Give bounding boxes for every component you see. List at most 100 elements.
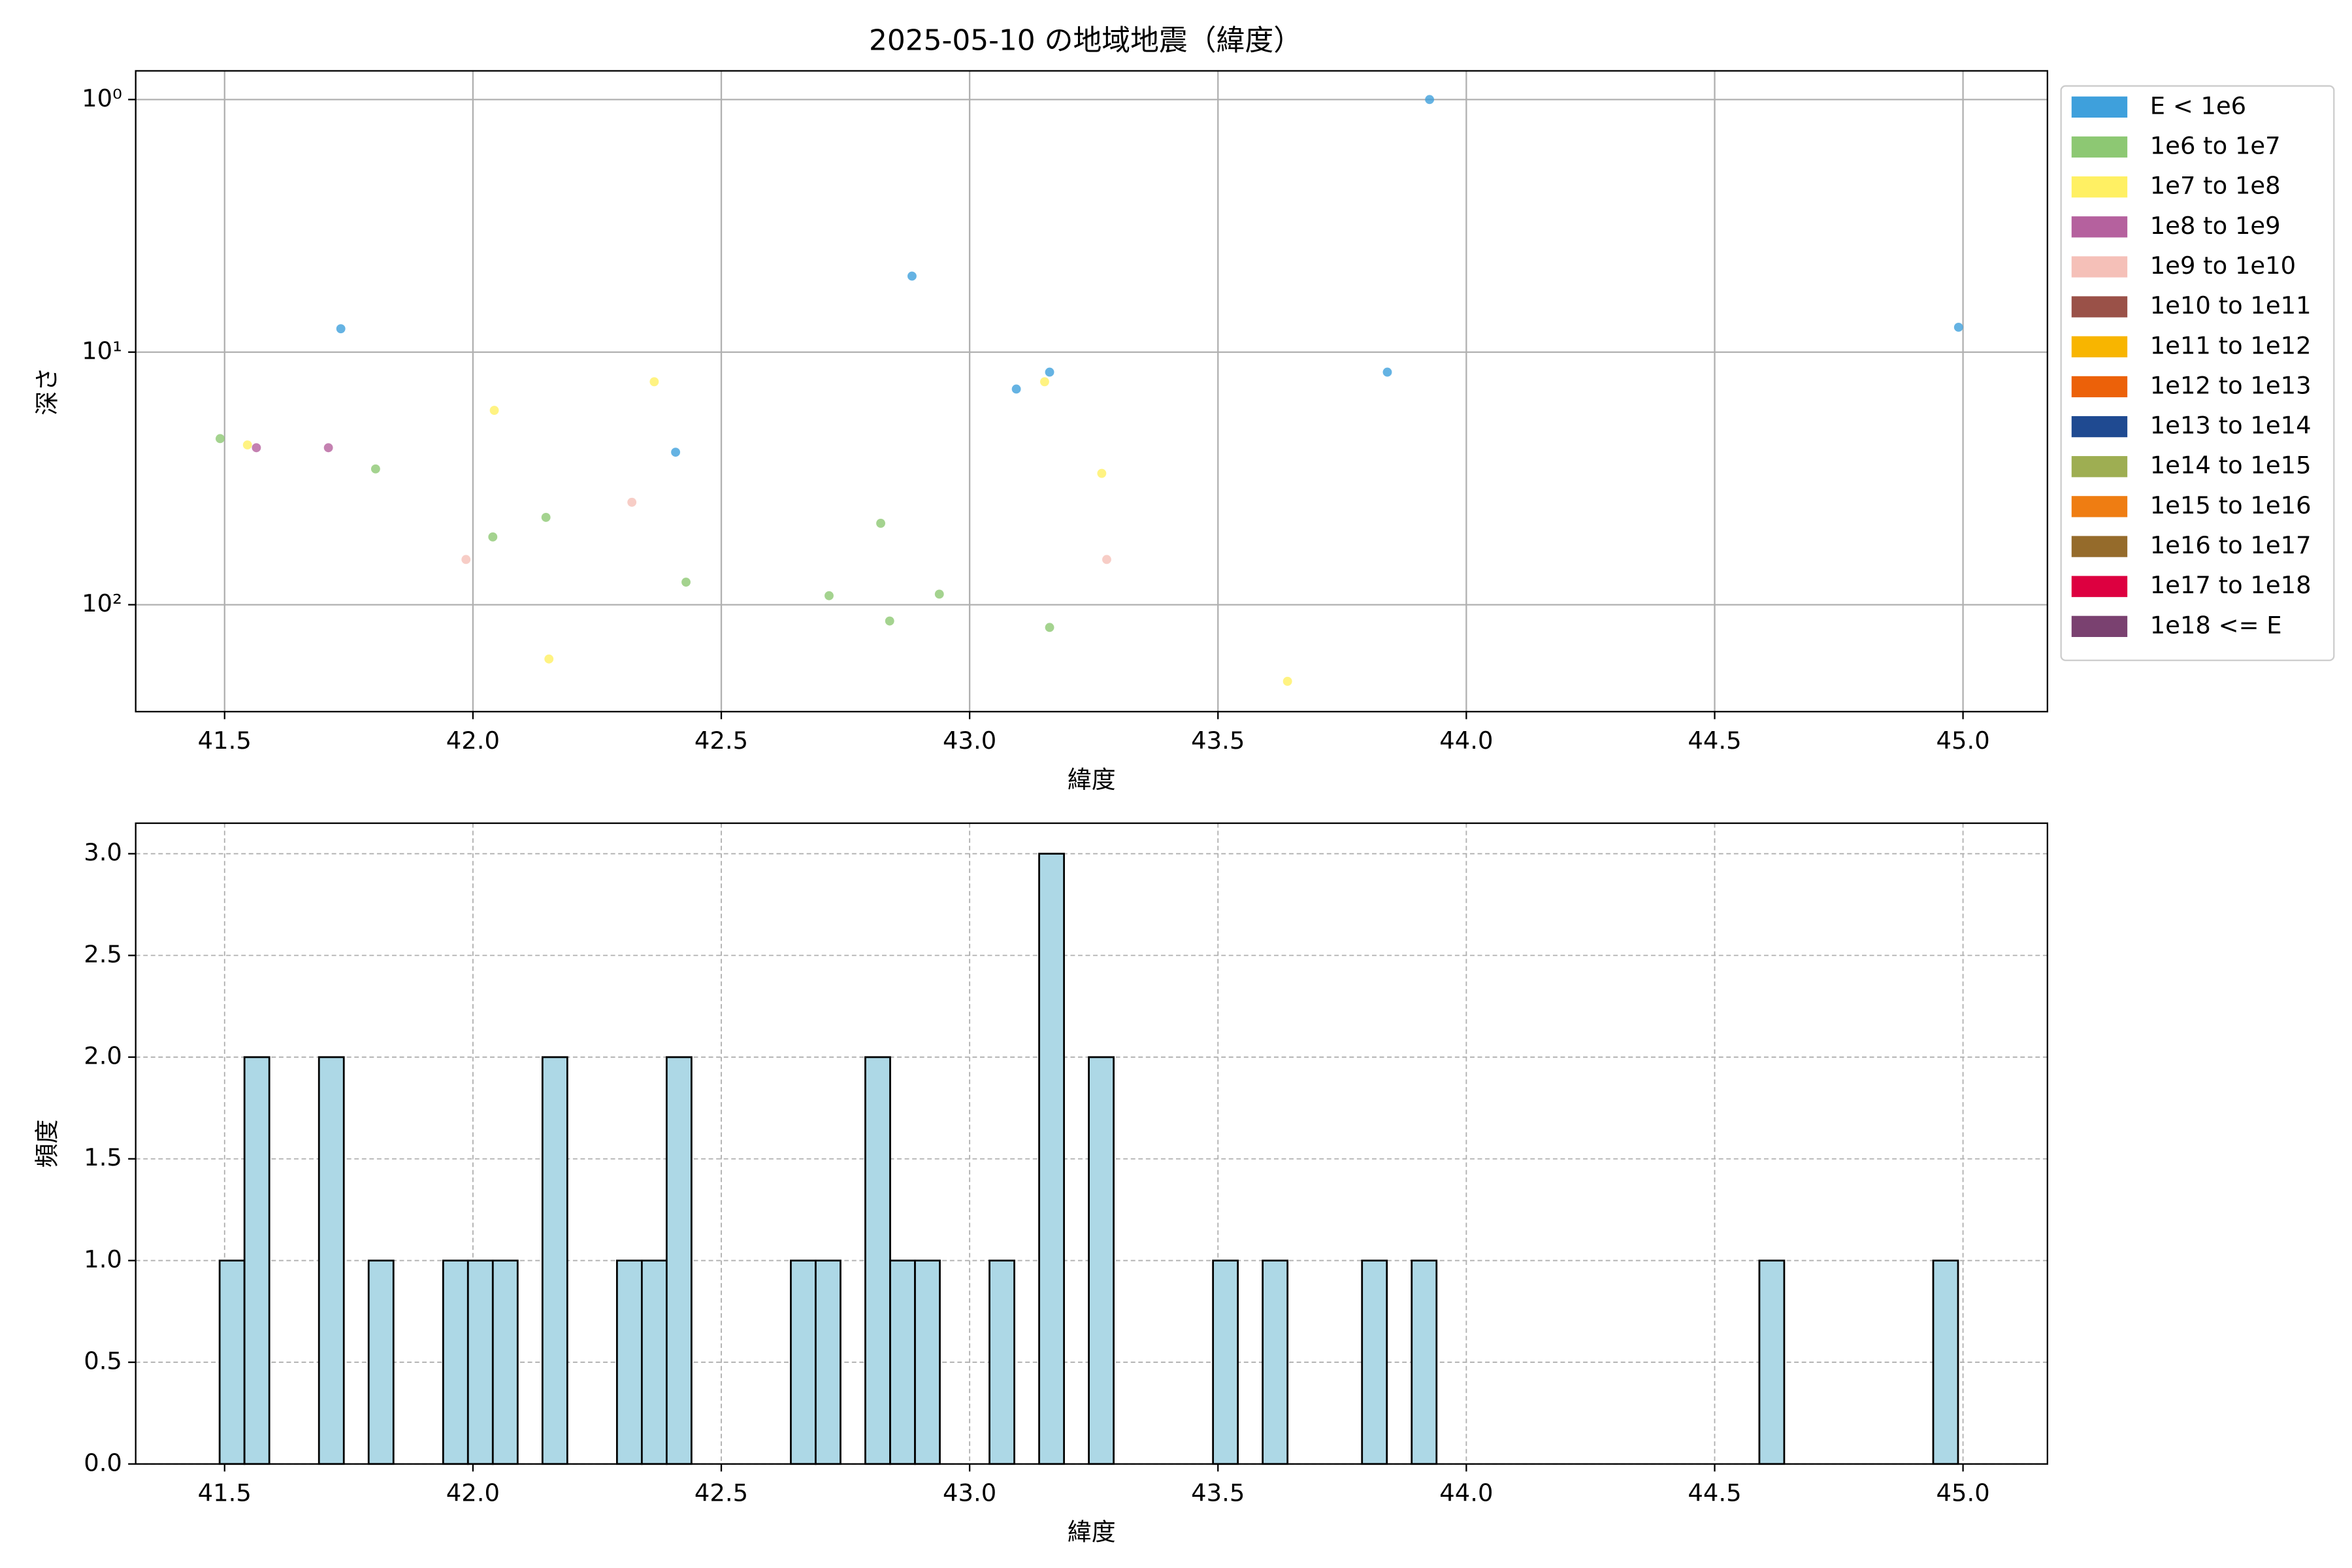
x-tick-label: 42.5 — [694, 727, 748, 755]
legend-swatch — [2071, 615, 2128, 637]
scatter-point — [216, 434, 225, 444]
scatter-point — [544, 654, 554, 664]
scatter-point — [825, 591, 834, 600]
histogram-bar — [218, 1260, 246, 1465]
histogram-bar — [491, 1260, 519, 1465]
histogram-bar — [1361, 1260, 1388, 1465]
scatter-point — [1097, 468, 1107, 478]
legend-label: 1e17 to 1e18 — [2150, 571, 2311, 599]
legend-label: 1e6 to 1e7 — [2150, 132, 2281, 160]
y-tick-label: 10¹ — [82, 336, 122, 365]
scatter-point — [876, 519, 885, 528]
legend-swatch — [2071, 176, 2128, 198]
x-tick-label: 44.5 — [1688, 1478, 1741, 1507]
histogram-bar — [243, 1056, 270, 1465]
histogram-bar — [1038, 853, 1065, 1465]
scatter-point — [370, 464, 380, 474]
scatter-point — [488, 532, 498, 542]
histogram-bar — [889, 1260, 916, 1465]
scatter-point — [1102, 555, 1111, 564]
legend-label: 1e11 to 1e12 — [2150, 331, 2311, 359]
x-tick-label: 44.5 — [1688, 727, 1741, 755]
legend-swatch — [2071, 296, 2128, 318]
x-tick-label: 43.0 — [943, 1478, 996, 1507]
y-tick-label: 0.0 — [84, 1448, 122, 1477]
histogram-bar — [466, 1260, 494, 1465]
histogram-bar — [1411, 1260, 1438, 1465]
histogram-bar — [640, 1260, 668, 1465]
scatter-point — [461, 555, 471, 564]
x-tick-label: 45.0 — [1936, 1478, 1990, 1507]
scatter-point — [323, 443, 333, 453]
x-tick-label: 43.5 — [1191, 727, 1245, 755]
scatter-point — [242, 440, 252, 449]
x-tick-label: 42.0 — [446, 1478, 500, 1507]
chart-title: 2025-05-10 の地域地震（緯度） — [869, 24, 1302, 57]
legend-label: 1e16 to 1e17 — [2150, 531, 2311, 559]
y-tick-label: 10⁰ — [82, 84, 122, 112]
legend-label: 1e10 to 1e11 — [2150, 291, 2311, 319]
scatter-point — [649, 377, 659, 387]
legend-swatch — [2071, 256, 2128, 278]
x-tick-label: 44.0 — [1439, 1478, 1493, 1507]
histogram-bar — [864, 1056, 891, 1465]
legend-label: 1e14 to 1e15 — [2150, 451, 2311, 480]
legend-swatch — [2071, 96, 2128, 118]
legend-swatch — [2071, 536, 2128, 557]
x-tick-label: 41.5 — [198, 727, 252, 755]
legend-swatch — [2071, 216, 2128, 238]
scatter-point — [1425, 95, 1435, 105]
y-tick-label: 2.5 — [84, 940, 122, 968]
y-tick-label: 0.5 — [84, 1347, 122, 1375]
legend-label: 1e12 to 1e13 — [2150, 371, 2311, 399]
legend-label: 1e15 to 1e16 — [2150, 491, 2311, 519]
legend-label: 1e9 to 1e10 — [2150, 252, 2296, 280]
scatter-point — [252, 443, 261, 453]
x-axis-label: 緯度 — [1068, 766, 1116, 794]
y-tick-label: 1.5 — [84, 1143, 122, 1171]
x-tick-label: 45.0 — [1936, 727, 1990, 755]
histogram-bar — [1758, 1260, 1786, 1465]
legend-swatch — [2071, 416, 2128, 438]
histogram-bar — [442, 1260, 469, 1465]
scatter-point — [1045, 367, 1054, 377]
y-tick-label: 3.0 — [84, 838, 122, 866]
scatter-point — [671, 448, 680, 457]
histogram-bar — [615, 1260, 643, 1465]
scatter-point — [681, 578, 691, 587]
scatter-point — [489, 406, 499, 415]
legend-box — [2060, 85, 2335, 661]
scatter-point — [934, 589, 944, 599]
x-axis-label: 緯度 — [1068, 1518, 1116, 1546]
histogram-bar — [666, 1056, 693, 1465]
legend-swatch — [2071, 456, 2128, 478]
legend-swatch — [2071, 136, 2128, 158]
legend-swatch — [2071, 496, 2128, 517]
histogram-bar — [1212, 1260, 1239, 1465]
plot-frame — [135, 70, 2048, 713]
scatter-point — [1382, 367, 1392, 377]
legend-label: 1e18 <= E — [2150, 611, 2282, 639]
histogram-bar — [815, 1260, 841, 1465]
scatter-point — [885, 616, 894, 626]
histogram-bar — [988, 1260, 1015, 1465]
y-tick-label: 1.0 — [84, 1245, 122, 1273]
y-axis-label: 頻度 — [33, 1119, 61, 1168]
histogram-bar — [914, 1260, 941, 1465]
legend-label: E < 1e6 — [2150, 91, 2246, 120]
histogram-bar — [1088, 1056, 1115, 1465]
scatter-point — [907, 271, 917, 281]
y-tick-label: 2.0 — [84, 1042, 122, 1070]
x-tick-label: 42.5 — [694, 1478, 748, 1507]
histogram-bar — [1932, 1260, 1959, 1465]
x-tick-label: 41.5 — [198, 1478, 252, 1507]
legend-swatch — [2071, 576, 2128, 597]
scatter-point — [1045, 623, 1054, 632]
histogram-bar — [790, 1260, 817, 1465]
histogram-bar — [318, 1056, 345, 1465]
legend-label: 1e7 to 1e8 — [2150, 172, 2281, 200]
scatter-point — [1040, 377, 1049, 387]
scatter-point — [1011, 384, 1021, 394]
